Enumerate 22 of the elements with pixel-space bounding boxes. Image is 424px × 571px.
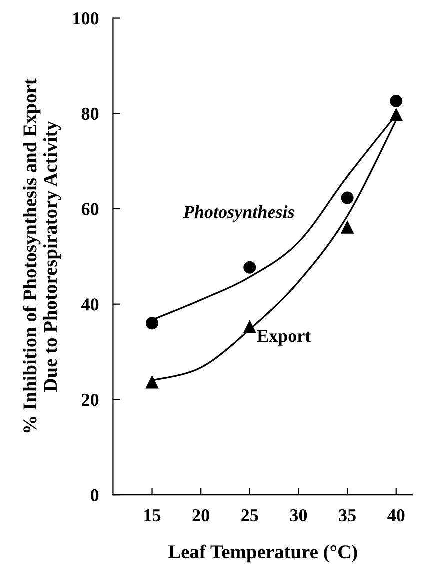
x-tick-label: 30 xyxy=(290,509,308,522)
text: Photosynthesis xyxy=(183,206,294,222)
x-axis-title: Leaf Temperature (°C) xyxy=(168,544,358,563)
x-tick-label: 20 xyxy=(192,509,210,522)
point xyxy=(146,317,159,330)
x-tick-label: 40 xyxy=(388,509,405,522)
x-tick-label: 25 xyxy=(242,510,258,522)
point xyxy=(390,94,403,108)
y-tick-label: 100 xyxy=(74,12,99,25)
point xyxy=(341,221,354,234)
point xyxy=(146,376,159,389)
y-tick-label: 40 xyxy=(82,298,99,311)
point xyxy=(244,261,256,274)
y-tick-label: 20 xyxy=(82,394,99,406)
y-tick-label: 0 xyxy=(90,489,99,502)
y-tick-label: 60 xyxy=(82,203,99,216)
x-tick-label: 15 xyxy=(144,510,161,522)
series-label: Export xyxy=(257,330,312,346)
y-axis-title: % Inhibition of Photosynthesis and Export Due to Photorespiratory Activity xyxy=(22,78,62,433)
x-tick-label: 35 xyxy=(339,510,356,522)
y-tick-label: 80 xyxy=(82,108,99,120)
point xyxy=(341,192,354,204)
